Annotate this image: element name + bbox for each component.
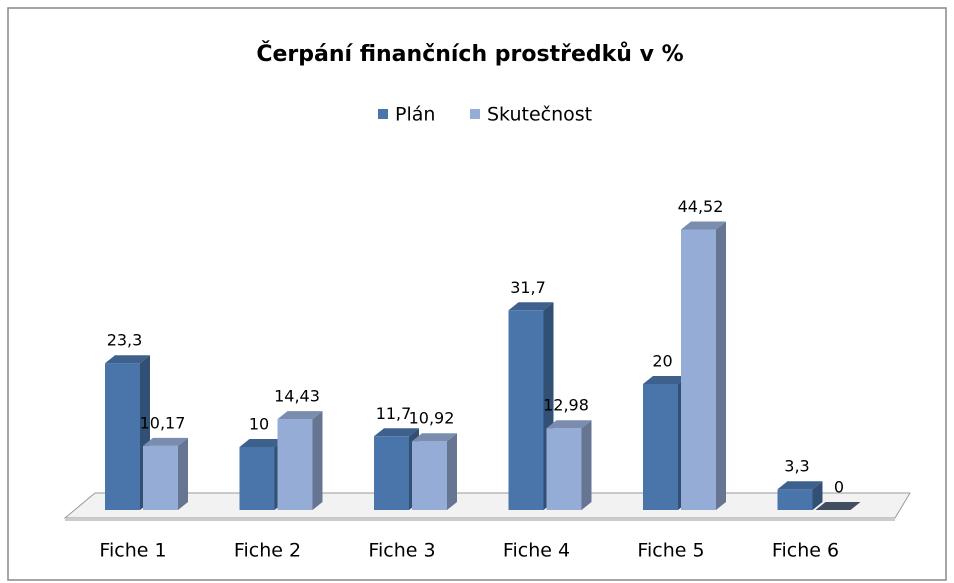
floor-edge (65, 518, 895, 521)
bar-top (239, 439, 285, 447)
bar (374, 436, 409, 510)
data-label: 14,43 (274, 387, 320, 406)
bar-top (815, 502, 861, 510)
data-label: 12,98 (543, 396, 589, 415)
data-label: 10,17 (140, 413, 186, 432)
legend-label: Skutečnost (487, 104, 592, 126)
bar-top (374, 428, 419, 437)
data-label: 23,3 (107, 331, 143, 350)
bar-top (777, 481, 823, 490)
bar-top (143, 437, 188, 446)
data-label: 3,3 (784, 457, 809, 476)
x-tick-label: Fiche 2 (234, 540, 301, 562)
x-tick-label: Fiche 6 (772, 540, 839, 562)
bar-top (412, 433, 457, 442)
x-tick-label: Fiche 1 (99, 540, 166, 562)
data-label: 11,7 (376, 404, 412, 423)
bar-top (643, 376, 688, 384)
bar (277, 419, 313, 510)
bar (143, 445, 178, 510)
data-label: 10 (249, 415, 269, 434)
bar (546, 428, 582, 510)
data-label: 10,92 (409, 409, 455, 428)
data-label: 31,7 (510, 278, 546, 297)
x-tick-label: Fiche 5 (637, 540, 704, 562)
bar-top (105, 355, 150, 364)
data-label: 20 (652, 352, 672, 371)
bar (412, 441, 447, 510)
bar-top (277, 411, 323, 420)
chart-title: Čerpání finančních prostředků v % (256, 41, 683, 67)
bar (239, 447, 275, 510)
bar-top (508, 302, 554, 311)
bar-side (447, 433, 457, 510)
bar-side (812, 481, 823, 510)
data-label: 44,52 (678, 197, 724, 216)
bar-side (178, 437, 188, 510)
bar-side (581, 420, 592, 510)
bar (681, 229, 716, 511)
legend-label: Plán (395, 104, 435, 126)
bar-side (312, 411, 323, 510)
x-tick-label: Fiche 4 (503, 540, 570, 562)
data-label: 0 (834, 478, 844, 497)
bar-top (681, 221, 726, 230)
bar-top (546, 420, 592, 429)
bar (643, 384, 678, 510)
bar (508, 310, 544, 510)
bar (777, 489, 813, 510)
bar (105, 363, 140, 510)
bar-side (716, 221, 726, 511)
legend-swatch (470, 109, 480, 119)
x-tick-label: Fiche 3 (368, 540, 435, 562)
legend-swatch (378, 109, 388, 119)
